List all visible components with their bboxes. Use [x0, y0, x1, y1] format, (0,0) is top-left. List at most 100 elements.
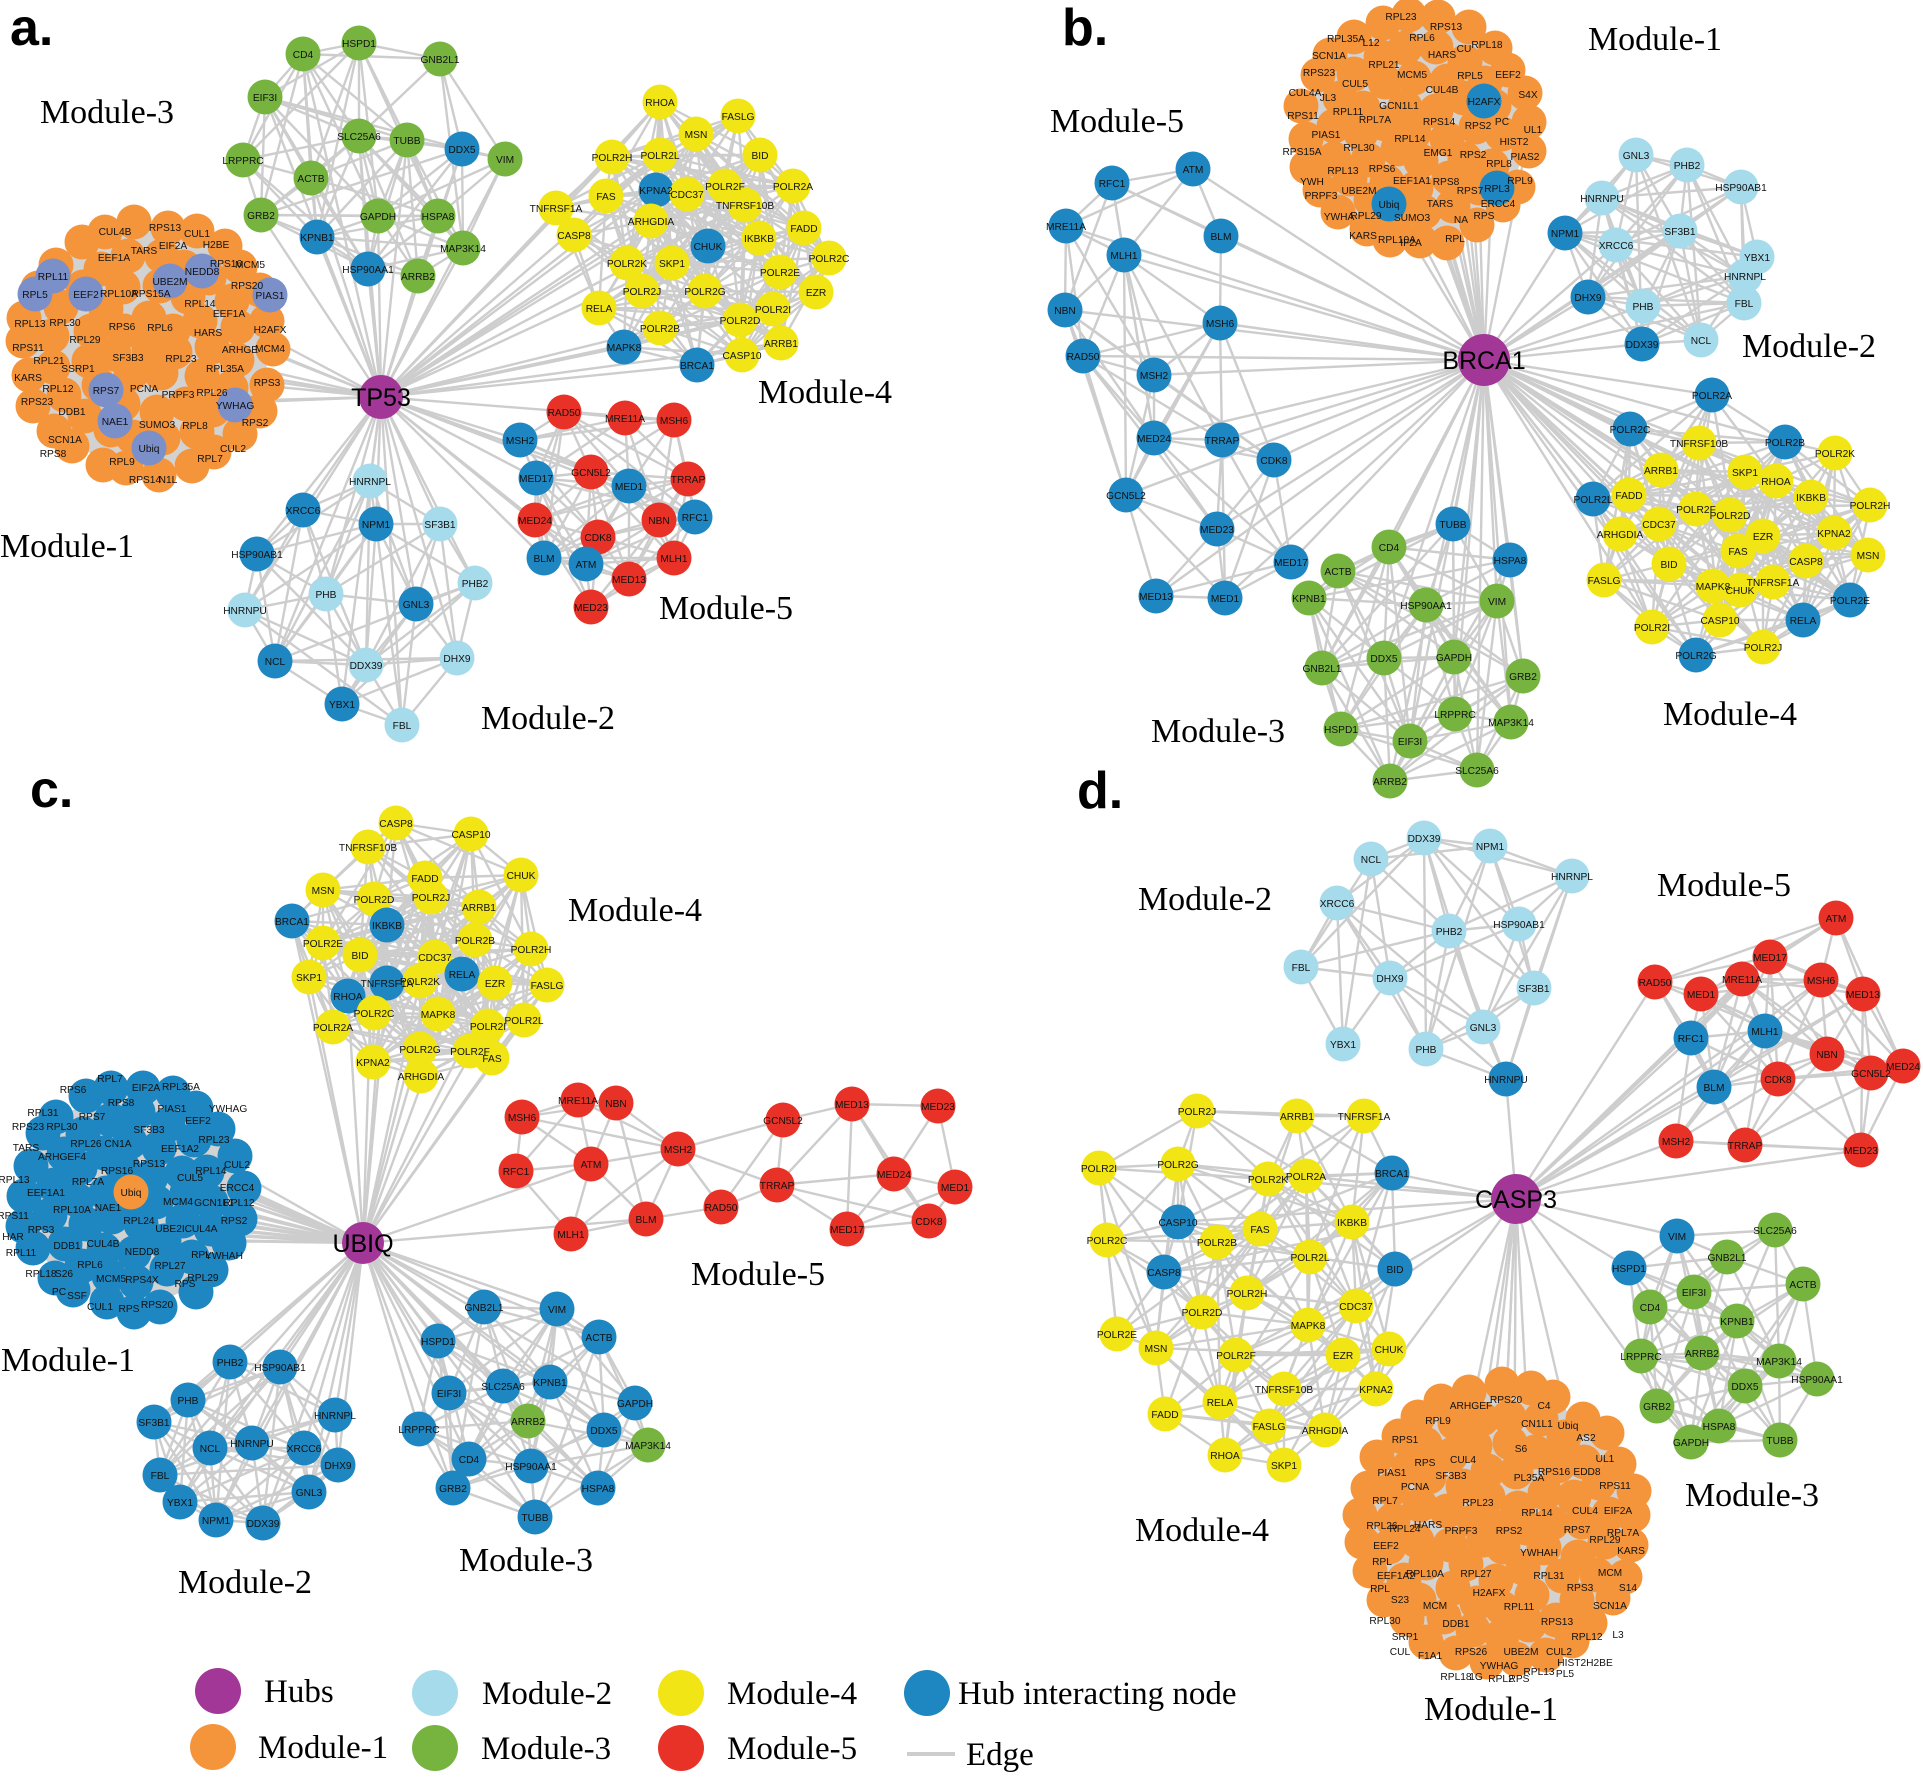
svg-text:GCN5L2: GCN5L2 — [571, 468, 611, 479]
svg-text:POLR2H: POLR2H — [1227, 1289, 1268, 1300]
svg-text:RPL11: RPL11 — [1504, 1602, 1535, 1613]
svg-text:ACTB: ACTB — [1789, 1280, 1816, 1291]
svg-text:H2AFX: H2AFX — [1468, 97, 1501, 108]
svg-text:EZR: EZR — [485, 979, 505, 990]
svg-text:RPL: RPL — [1445, 234, 1465, 245]
svg-text:KARS: KARS — [14, 373, 42, 384]
svg-text:HSP90AB1: HSP90AB1 — [231, 550, 283, 561]
svg-text:CD4: CD4 — [1379, 543, 1400, 554]
svg-text:MSN: MSN — [1145, 1344, 1168, 1355]
svg-text:MCM5: MCM5 — [1397, 70, 1427, 81]
svg-text:TNFRSF10B: TNFRSF10B — [716, 201, 775, 212]
svg-text:CASP8: CASP8 — [379, 819, 413, 830]
svg-text:RPL31: RPL31 — [27, 1108, 58, 1119]
svg-text:Ubiq: Ubiq — [1379, 200, 1400, 211]
svg-text:CUL4B: CUL4B — [1426, 85, 1459, 96]
svg-text:TNFRSF1A: TNFRSF1A — [361, 979, 414, 990]
svg-text:CASP8: CASP8 — [557, 231, 591, 242]
svg-text:RFC1: RFC1 — [682, 513, 709, 524]
svg-text:RPL14: RPL14 — [1521, 1508, 1552, 1519]
svg-text:HNRNPU: HNRNPU — [230, 1439, 274, 1450]
svg-text:EIF2A: EIF2A — [159, 241, 188, 252]
svg-text:EEF1A2: EEF1A2 — [1377, 1571, 1415, 1582]
svg-text:Module-4: Module-4 — [1135, 1512, 1269, 1549]
svg-text:TARS: TARS — [131, 246, 158, 257]
svg-text:RAD50: RAD50 — [1639, 978, 1672, 989]
svg-text:SF3B3: SF3B3 — [1435, 1471, 1466, 1482]
svg-text:RPL8: RPL8 — [1486, 159, 1512, 170]
svg-text:RPL30: RPL30 — [1343, 143, 1374, 154]
svg-text:RPS26: RPS26 — [1455, 1647, 1488, 1658]
svg-text:KARS: KARS — [1617, 1546, 1645, 1557]
svg-text:RPL6: RPL6 — [77, 1260, 103, 1271]
svg-text:POLR2K: POLR2K — [1248, 1175, 1288, 1186]
svg-text:GRB2: GRB2 — [1509, 672, 1537, 683]
svg-text:KPNB1: KPNB1 — [1720, 1317, 1754, 1328]
svg-text:ACTB: ACTB — [1324, 567, 1351, 578]
svg-text:EIF3I: EIF3I — [253, 93, 277, 104]
svg-text:MED13: MED13 — [1139, 592, 1173, 603]
svg-text:BRCA1: BRCA1 — [680, 361, 714, 372]
svg-text:SCN1A: SCN1A — [48, 435, 82, 446]
svg-text:RPL18: RPL18 — [1440, 1672, 1471, 1683]
svg-text:RPL23: RPL23 — [165, 354, 196, 365]
svg-text:BLM: BLM — [534, 554, 555, 565]
svg-text:IKBKB: IKBKB — [1796, 493, 1826, 504]
svg-text:POLR2F: POLR2F — [1216, 1351, 1256, 1362]
svg-text:Module-1: Module-1 — [1588, 21, 1722, 58]
svg-text:RPL29: RPL29 — [69, 335, 100, 346]
svg-text:SKP1: SKP1 — [1271, 1461, 1297, 1472]
svg-text:SF3B3: SF3B3 — [133, 1125, 164, 1136]
svg-text:NPM1: NPM1 — [1551, 229, 1580, 240]
svg-text:RPS16: RPS16 — [101, 1166, 134, 1177]
svg-text:ARHGDIA: ARHGDIA — [1302, 1426, 1349, 1437]
svg-text:TRRAP: TRRAP — [671, 475, 706, 486]
svg-text:POLR2A: POLR2A — [773, 182, 813, 193]
svg-text:HIST2: HIST2 — [1500, 137, 1529, 148]
svg-text:EEF2: EEF2 — [1373, 1541, 1399, 1552]
svg-text:POLR2I: POLR2I — [755, 305, 791, 316]
svg-text:HNRNPU: HNRNPU — [1580, 194, 1624, 205]
svg-text:NAE1: NAE1 — [102, 417, 129, 428]
svg-text:RPS8: RPS8 — [1433, 177, 1460, 188]
svg-text:UBE2I: UBE2I — [155, 1224, 184, 1235]
svg-text:LRPPRC: LRPPRC — [1434, 710, 1475, 721]
svg-text:YBX1: YBX1 — [329, 700, 355, 711]
svg-text:RPL7: RPL7 — [197, 454, 223, 465]
svg-text:EIF2A: EIF2A — [132, 1083, 161, 1094]
svg-text:Module-4: Module-4 — [758, 374, 892, 411]
svg-text:RPS13: RPS13 — [133, 1159, 166, 1170]
svg-text:MRE11A: MRE11A — [558, 1096, 598, 1107]
svg-text:ARHGEF4: ARHGEF4 — [38, 1152, 86, 1163]
svg-text:DDB1: DDB1 — [58, 407, 86, 418]
svg-text:RELA: RELA — [449, 970, 476, 981]
svg-text:CUL2: CUL2 — [220, 444, 246, 455]
svg-text:MED1: MED1 — [1211, 594, 1240, 605]
svg-text:GNB2L1: GNB2L1 — [1302, 664, 1341, 675]
svg-text:RPL12: RPL12 — [223, 1198, 254, 1209]
svg-text:ARRB1: ARRB1 — [1280, 1112, 1314, 1123]
svg-text:TNFRSF1A: TNFRSF1A — [1338, 1112, 1391, 1123]
svg-text:FAS: FAS — [596, 192, 615, 203]
svg-text:TUBB: TUBB — [1439, 520, 1466, 531]
svg-text:RPL10A: RPL10A — [53, 1205, 91, 1216]
svg-text:EEF2: EEF2 — [73, 290, 99, 301]
svg-text:TRRAP: TRRAP — [760, 1181, 795, 1192]
svg-text:CUL1: CUL1 — [87, 1302, 113, 1313]
svg-text:XRCC6: XRCC6 — [287, 1444, 322, 1455]
svg-text:TNFRSF10B: TNFRSF10B — [1670, 439, 1729, 450]
svg-text:BID: BID — [1387, 1265, 1404, 1276]
svg-text:NPM1: NPM1 — [1476, 842, 1505, 853]
svg-text:RPL8: RPL8 — [182, 421, 208, 432]
svg-text:SKP1: SKP1 — [296, 973, 322, 984]
svg-text:VIM: VIM — [548, 1305, 566, 1316]
svg-text:RPL27: RPL27 — [1460, 1569, 1491, 1580]
svg-text:CD4: CD4 — [293, 50, 314, 61]
svg-text:RAD50: RAD50 — [1067, 352, 1100, 363]
svg-text:RPL18: RPL18 — [1471, 40, 1502, 51]
svg-text:RPS6: RPS6 — [109, 322, 136, 333]
svg-text:GNL3: GNL3 — [296, 1488, 323, 1499]
svg-text:RPS1: RPS1 — [1392, 1435, 1419, 1446]
svg-text:POLR2A: POLR2A — [1692, 391, 1732, 402]
svg-text:RPL: RPL — [191, 1250, 211, 1261]
